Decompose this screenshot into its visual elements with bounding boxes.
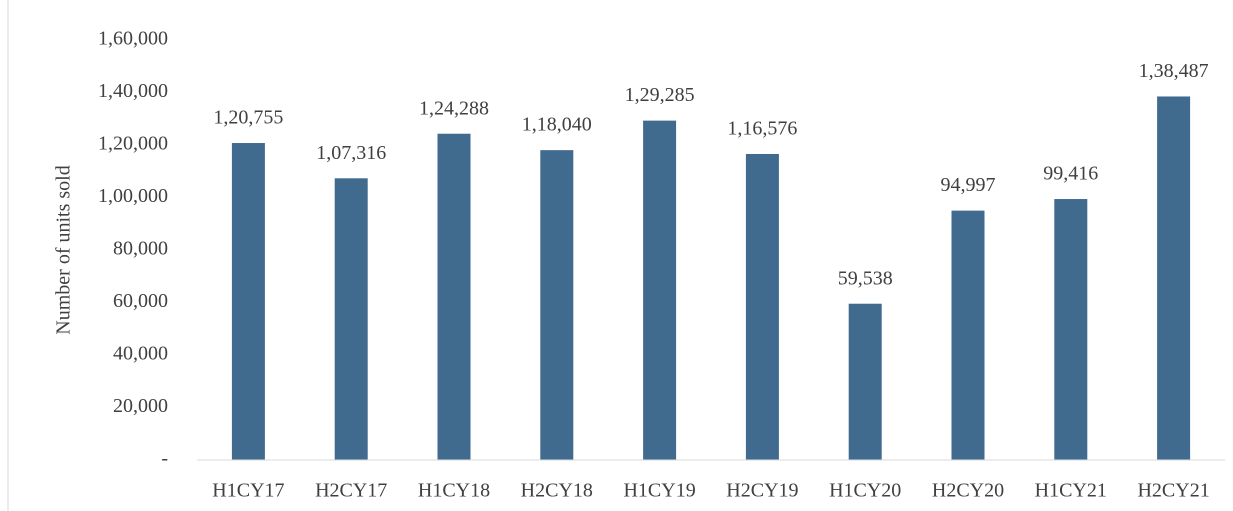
bar — [848, 303, 882, 460]
x-tick-label: H2CY21 — [1137, 480, 1209, 502]
x-tick-label: H1CY21 — [1035, 480, 1107, 502]
data-label: 1,29,285 — [625, 84, 695, 106]
y-tick-label: - — [161, 448, 168, 470]
y-axis-title: Number of units sold — [53, 165, 75, 334]
data-label: 1,38,487 — [1139, 60, 1209, 82]
bar — [1157, 96, 1191, 461]
data-label: 59,538 — [838, 267, 893, 289]
y-tick-label: 1,20,000 — [98, 133, 168, 155]
bar — [334, 178, 368, 460]
data-label: 1,20,755 — [213, 107, 283, 129]
x-tick-label: H2CY17 — [315, 480, 387, 502]
y-tick-label: 1,00,000 — [98, 185, 168, 207]
x-tick-label: H1CY20 — [829, 480, 901, 502]
bar — [745, 153, 779, 460]
bar — [1054, 199, 1088, 460]
data-label: 1,18,040 — [522, 114, 592, 136]
x-tick-label: H1CY18 — [418, 480, 490, 502]
data-label: 1,07,316 — [316, 142, 386, 164]
y-tick-label: 1,40,000 — [98, 80, 168, 102]
y-tick-label: 1,60,000 — [98, 28, 168, 50]
x-tick-label: H1CY17 — [212, 480, 284, 502]
y-tick-label: 40,000 — [113, 343, 168, 365]
bar — [540, 150, 574, 460]
data-label: 94,997 — [941, 174, 996, 196]
y-tick-label: 80,000 — [113, 238, 168, 260]
x-tick-label: H1CY19 — [623, 480, 695, 502]
x-tick-label: H2CY20 — [932, 480, 1004, 502]
bar — [437, 133, 471, 460]
bar — [951, 210, 985, 460]
x-tick-label: H2CY19 — [726, 480, 798, 502]
bar — [231, 143, 265, 460]
y-tick-label: 20,000 — [113, 395, 168, 417]
data-label: 99,416 — [1043, 163, 1098, 185]
y-tick-label: 60,000 — [113, 290, 168, 312]
x-tick-label: H2CY18 — [521, 480, 593, 502]
bar — [643, 120, 677, 460]
data-label: 1,24,288 — [419, 97, 489, 119]
data-label: 1,16,576 — [727, 118, 797, 140]
